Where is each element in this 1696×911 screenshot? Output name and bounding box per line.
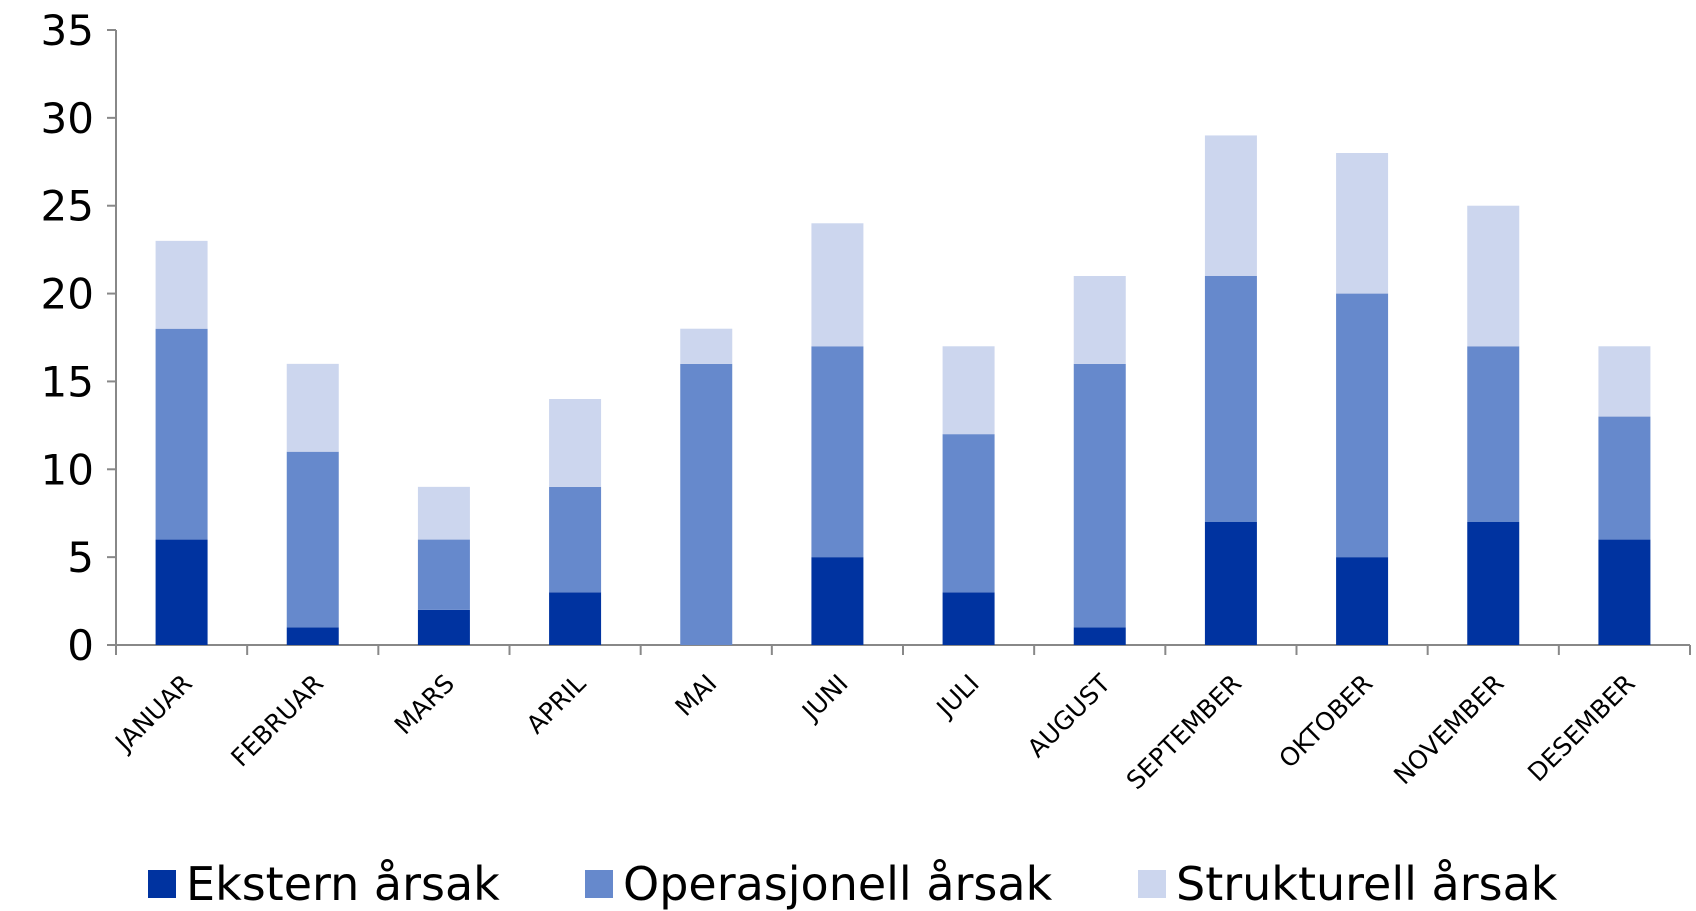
legend-swatch — [148, 870, 176, 898]
bar-segment — [155, 240, 208, 329]
bar-segment — [1073, 627, 1126, 645]
bar-segment — [680, 363, 733, 645]
y-tick-label: 5 — [67, 533, 94, 582]
legend-label: Strukturell årsak — [1176, 857, 1558, 911]
legend-swatch — [1138, 870, 1166, 898]
bar-segment — [1204, 135, 1257, 276]
x-tick-label: JULI — [930, 669, 985, 724]
bar-segment — [680, 328, 733, 364]
bar-segment — [155, 539, 208, 645]
x-tick-label: MARS — [389, 669, 460, 740]
bar-segment — [549, 592, 602, 645]
x-tick-label: NOVEMBER — [1388, 669, 1509, 790]
y-tick-label: 20 — [41, 270, 94, 319]
bar-segment — [1467, 346, 1520, 522]
bar-segment — [811, 223, 864, 347]
bar-segment — [1336, 557, 1389, 645]
bar-segment — [1073, 276, 1126, 364]
bar-segment — [1467, 522, 1520, 645]
x-tick-label: JANUAR — [108, 669, 197, 758]
x-tick-label: APRIL — [521, 669, 592, 740]
bar-segment — [1598, 416, 1651, 540]
bar-segment — [549, 486, 602, 593]
x-tick-label: MAI — [669, 669, 722, 722]
bar-segment — [417, 486, 470, 540]
y-tick-label: 35 — [41, 6, 94, 55]
x-tick-label: AUGUST — [1022, 668, 1117, 763]
bar-segment — [417, 609, 470, 645]
x-tick-label: JUNI — [795, 669, 854, 728]
bar-segment — [942, 592, 995, 645]
bar-segment — [549, 399, 602, 487]
y-tick-label: 0 — [67, 621, 94, 670]
bar-segment — [417, 539, 470, 610]
legend-swatch — [585, 870, 613, 898]
bar-segment — [1336, 153, 1389, 294]
x-tick-label: FEBRUAR — [225, 669, 329, 773]
x-tick-label: SEPTEMBER — [1121, 669, 1247, 795]
bar-segment — [1204, 522, 1257, 645]
y-tick-label: 10 — [41, 445, 94, 494]
bar-segment — [1336, 293, 1389, 558]
bar-segment — [942, 346, 995, 435]
bar-segment — [1598, 346, 1651, 417]
bar-segment — [286, 451, 339, 628]
bar-segment — [286, 627, 339, 645]
bar-segment — [1598, 539, 1651, 645]
y-tick-label: 25 — [41, 182, 94, 231]
x-tick-label: DESEMBER — [1522, 669, 1641, 788]
bar-segment — [1073, 363, 1126, 628]
bar-segment — [811, 346, 864, 558]
x-tick-label: OKTOBER — [1273, 669, 1378, 774]
bar-segment — [1467, 205, 1520, 347]
legend-label: Ekstern årsak — [186, 857, 500, 911]
y-tick-label: 30 — [41, 94, 94, 143]
bar-segment — [811, 557, 864, 645]
bar-segment — [942, 434, 995, 593]
bar-segment — [1204, 276, 1257, 522]
legend-label: Operasjonell årsak — [623, 857, 1053, 911]
bar-segment — [155, 328, 208, 540]
y-tick-label: 15 — [41, 357, 94, 406]
bar-segment — [286, 363, 339, 452]
